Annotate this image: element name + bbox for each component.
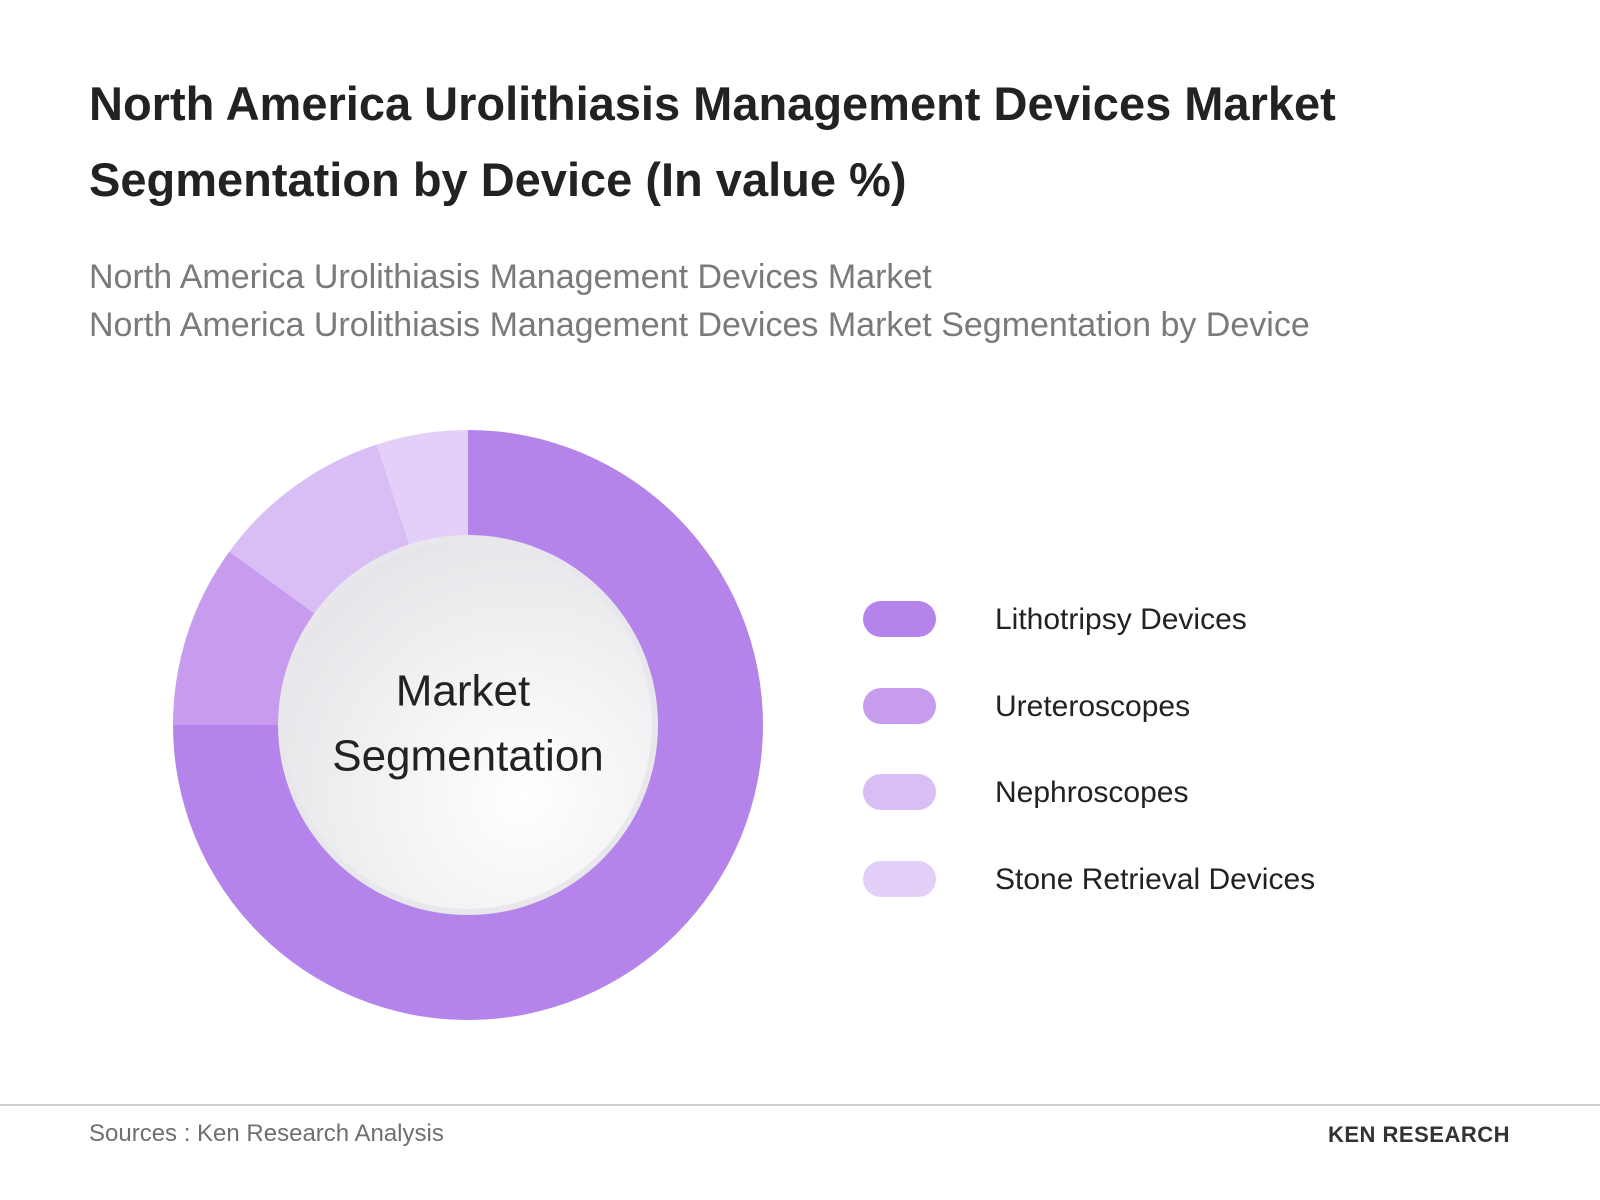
legend-swatch [863, 861, 936, 897]
title: North America Urolithiasis Management De… [89, 77, 1336, 206]
center-label: Market [396, 667, 530, 716]
legend-swatch [863, 688, 936, 724]
legend-label: Lithotripsy Devices [995, 603, 1247, 636]
subtitle: North America Urolithiasis Management De… [89, 306, 1310, 344]
subtitle: North America Urolithiasis Management De… [89, 258, 932, 296]
legend-swatch [863, 601, 936, 637]
legend-label: Stone Retrieval Devices [995, 863, 1315, 896]
legend-swatch [863, 774, 936, 810]
legend-label: Ureteroscopes [995, 690, 1190, 723]
logo: KEN RESEARCH [1327, 1122, 1510, 1147]
center-label: Segmentation [332, 732, 604, 781]
footer-rule [0, 1104, 1600, 1106]
legend-label: Nephroscopes [995, 776, 1188, 809]
hole [284, 541, 652, 909]
source: Sources : Ken Research Analysis [89, 1120, 444, 1147]
legend: Lithotripsy Devices Ureteroscopes Nephrosc… [863, 601, 1315, 897]
